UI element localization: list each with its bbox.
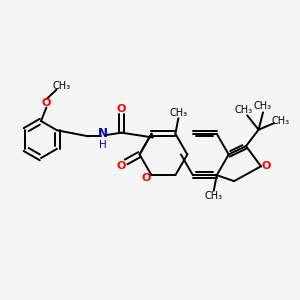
Text: H: H <box>99 140 107 150</box>
Text: CH₃: CH₃ <box>205 191 223 201</box>
Text: N: N <box>98 128 108 140</box>
Text: CH₃: CH₃ <box>169 108 188 118</box>
Text: CH₃: CH₃ <box>52 81 70 91</box>
Text: O: O <box>42 98 51 108</box>
Text: CH₃: CH₃ <box>235 105 253 115</box>
Text: O: O <box>262 161 271 171</box>
Text: O: O <box>141 172 151 183</box>
Text: CH₃: CH₃ <box>254 101 272 111</box>
Text: O: O <box>117 161 126 171</box>
Text: CH₃: CH₃ <box>271 116 289 126</box>
Text: O: O <box>117 104 126 114</box>
